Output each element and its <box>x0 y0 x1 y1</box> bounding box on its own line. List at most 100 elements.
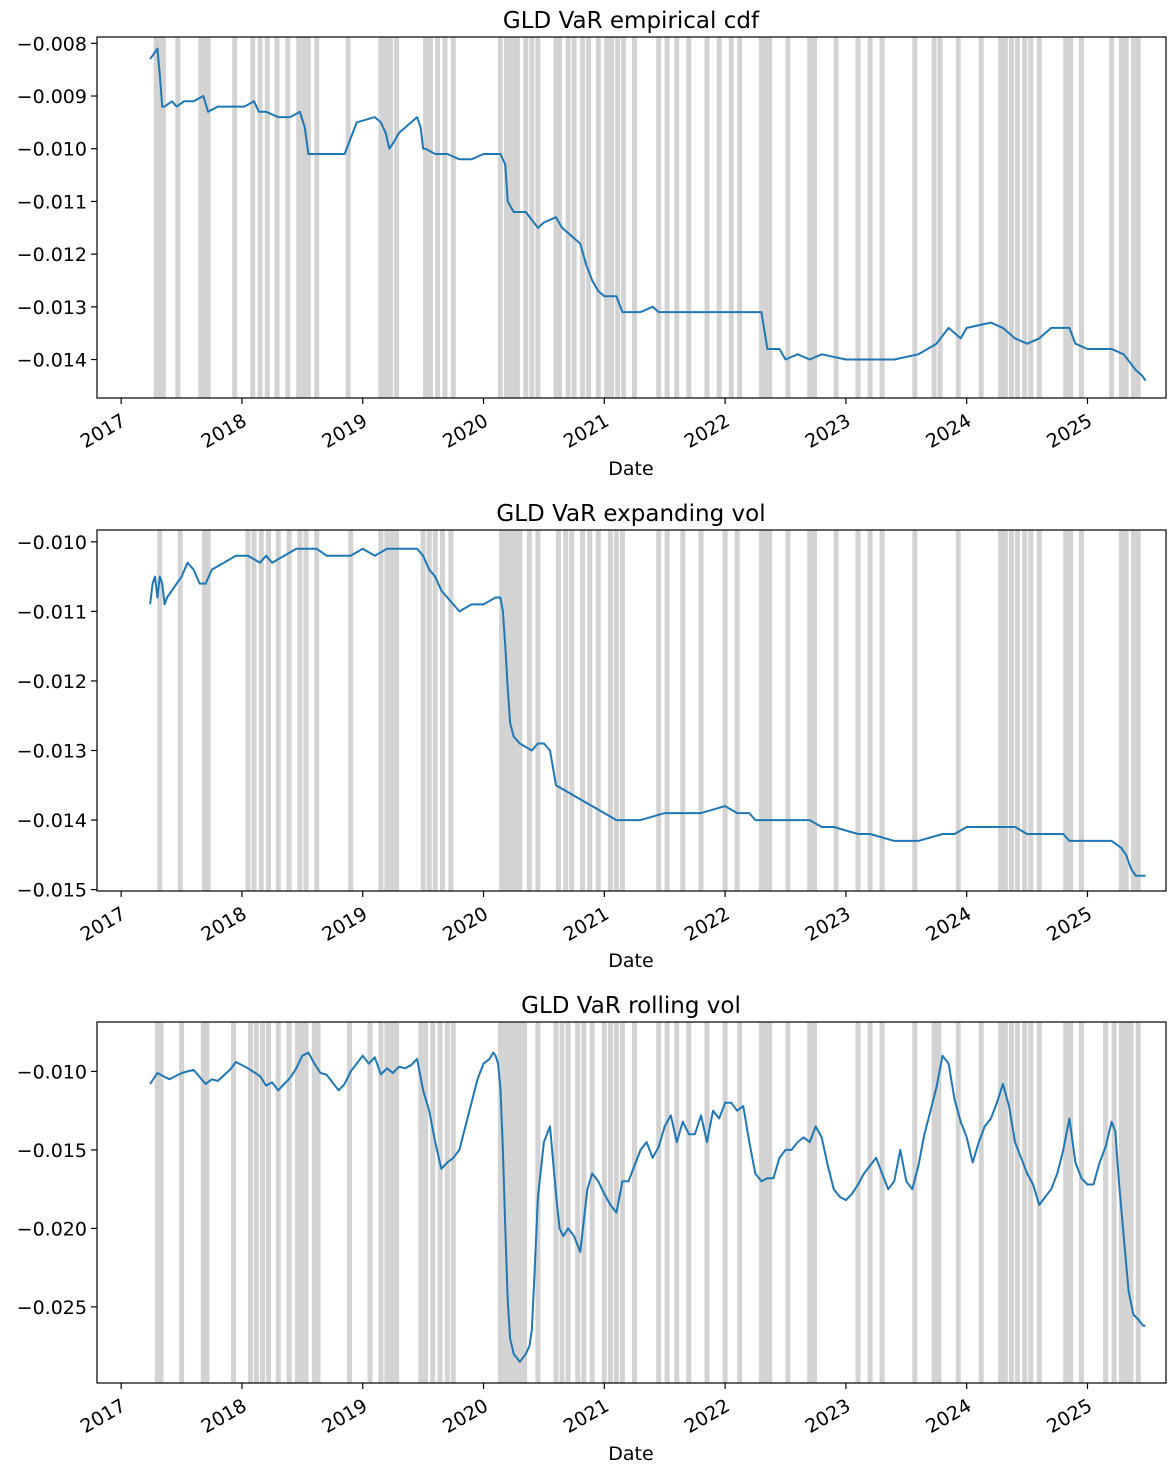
shaded-band <box>680 530 686 891</box>
shaded-band <box>427 37 433 398</box>
shaded-band <box>807 1022 813 1383</box>
shaded-band <box>1002 530 1008 891</box>
shaded-band <box>587 530 593 891</box>
shaded-band <box>621 37 627 398</box>
shaded-band <box>936 1022 942 1383</box>
shaded-band <box>160 37 166 398</box>
shaded-band <box>1123 530 1129 891</box>
shaded-band <box>619 530 625 891</box>
shaded-band <box>607 530 613 891</box>
shaded-band <box>674 1022 680 1383</box>
shaded-band <box>202 37 207 398</box>
shaded-band <box>1135 530 1141 891</box>
x-tick-label: 2019 <box>318 410 371 453</box>
shaded-band <box>517 530 523 891</box>
shaded-band <box>912 530 918 891</box>
x-tick-label: 2019 <box>318 903 371 946</box>
shaded-band <box>389 1022 395 1383</box>
shaded-band <box>347 1022 352 1383</box>
shaded-band <box>1014 530 1020 891</box>
x-tick-label: 2017 <box>77 903 130 946</box>
shaded-band <box>555 530 561 891</box>
shaded-band <box>698 530 704 891</box>
shaded-band <box>912 37 918 398</box>
shaded-band <box>1078 1022 1084 1383</box>
shaded-band <box>565 1022 571 1383</box>
shaded-band <box>394 1022 400 1383</box>
shaded-band <box>734 530 740 891</box>
shaded-band <box>833 530 839 891</box>
shaded-band <box>601 1022 607 1383</box>
shaded-band <box>998 37 1003 398</box>
shaded-band <box>1022 37 1028 398</box>
shaded-band <box>437 1022 443 1383</box>
shaded-band <box>442 37 448 398</box>
shaded-band <box>251 530 257 891</box>
y-tick-label: −0.014 <box>17 810 87 832</box>
shaded-band <box>205 37 211 398</box>
shaded-band <box>285 37 291 398</box>
shaded-band <box>512 530 518 891</box>
y-tick-label: −0.010 <box>17 532 87 554</box>
shaded-band <box>664 37 670 398</box>
shaded-band <box>758 37 764 398</box>
shaded-band <box>314 37 320 398</box>
x-tick-label: 2020 <box>439 410 492 453</box>
y-tick-label: −0.011 <box>17 601 87 623</box>
shaded-band <box>383 37 389 398</box>
shaded-band <box>758 1022 764 1383</box>
shaded-band <box>722 530 728 891</box>
shaded-band <box>1130 37 1136 398</box>
y-tick-label: −0.010 <box>17 1061 87 1083</box>
shaded-band <box>656 1022 662 1383</box>
shaded-band <box>157 530 163 891</box>
shaded-band <box>512 1022 518 1383</box>
shaded-band <box>1135 37 1141 398</box>
series-line-rolling-vol <box>149 1051 1146 1363</box>
shaded-band <box>758 530 764 891</box>
shaded-band <box>785 530 791 891</box>
shaded-band <box>253 1022 259 1383</box>
shaded-band <box>450 1022 456 1383</box>
shaded-band <box>767 1022 773 1383</box>
shaded-band <box>619 1022 625 1383</box>
y-tick-label: −0.015 <box>17 1140 87 1162</box>
shaded-band <box>955 1022 961 1383</box>
shaded-band <box>444 1022 450 1383</box>
shaded-band <box>1063 1022 1069 1383</box>
shaded-band <box>158 1022 164 1383</box>
shaded-band <box>499 530 505 891</box>
shaded-band <box>295 1022 300 1383</box>
shaded-band <box>423 1022 429 1383</box>
shaded-band <box>978 1022 984 1383</box>
shaded-band <box>179 1022 185 1383</box>
series-line-expanding-vol <box>149 547 1146 877</box>
plot-area-frame <box>96 36 1167 399</box>
shaded-band <box>580 530 586 891</box>
shaded-band <box>420 530 426 891</box>
shaded-band <box>1068 37 1074 398</box>
y-tick-label: −0.012 <box>17 671 87 693</box>
y-tick-label: −0.025 <box>17 1297 87 1319</box>
x-axis-label: Date <box>608 950 653 972</box>
shaded-band <box>867 530 873 891</box>
shaded-band <box>1028 530 1034 891</box>
x-tick-label: 2023 <box>802 903 855 946</box>
shaded-band <box>613 530 619 891</box>
shaded-band <box>1022 530 1028 891</box>
shaded-band <box>575 1022 581 1383</box>
x-tick-label: 2022 <box>681 410 734 453</box>
shaded-band <box>763 1022 769 1383</box>
shaded-band <box>153 37 159 398</box>
shaded-band <box>1118 37 1124 398</box>
shaded-band <box>523 37 529 398</box>
shaded-band <box>266 1022 271 1383</box>
x-tick-label: 2024 <box>922 1395 975 1438</box>
shaded-band <box>767 530 773 891</box>
shaded-band <box>855 530 861 891</box>
shaded-band <box>867 1022 873 1383</box>
shaded-band <box>275 1022 281 1383</box>
shaded-band <box>423 37 429 398</box>
shaded-band <box>763 37 769 398</box>
